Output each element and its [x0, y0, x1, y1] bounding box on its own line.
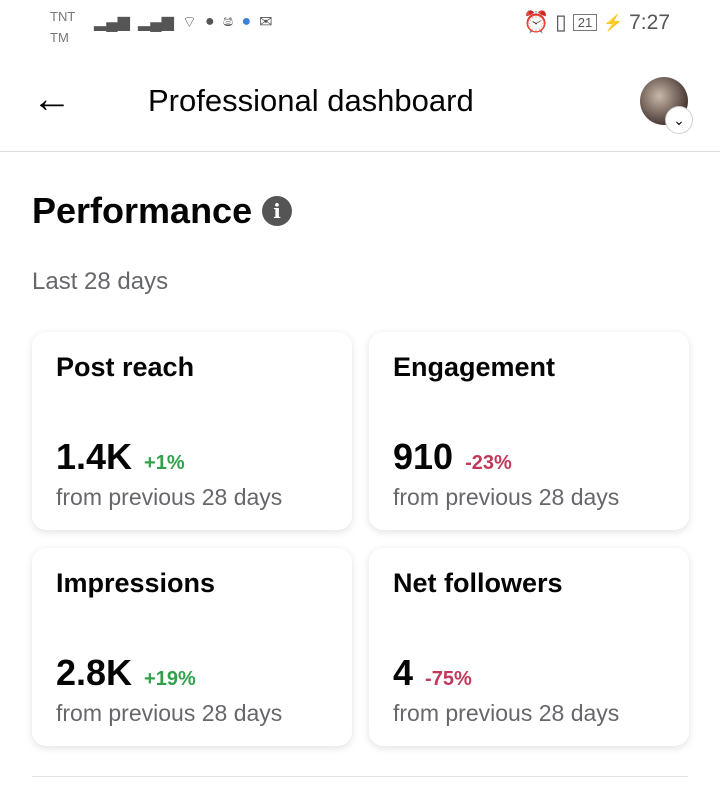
metric-value-row: 2.8K +19%: [56, 652, 196, 694]
metric-subtext: from previous 28 days: [56, 484, 283, 510]
section-title: Performance i: [32, 190, 293, 232]
carrier-labels: TNT TM: [50, 6, 75, 48]
clock: 7:27: [629, 10, 670, 34]
messenger-icon: ●: [204, 13, 215, 30]
notification-icons: ▂▄▆ ▂▄▆ ⌔ ● ෂ ● ✉: [94, 12, 273, 32]
signal-icon: ▂▄▆: [94, 14, 130, 31]
vibrate-icon: ▯: [555, 11, 567, 34]
period-label: Last 28 days: [32, 268, 169, 295]
metric-change: +1%: [144, 452, 185, 474]
metric-change: -75%: [425, 668, 472, 690]
metric-value: 2.8K: [56, 652, 133, 693]
status-bar: TNT TM ▂▄▆ ▂▄▆ ⌔ ● ෂ ● ✉ ⏰ ▯ 21 ⚡ 7:27: [0, 0, 720, 55]
chevron-down-icon[interactable]: ⌄: [666, 107, 692, 133]
back-arrow-icon[interactable]: ←: [32, 77, 72, 121]
metric-card-engagement[interactable]: Engagement 910 -23% from previous 28 days: [369, 332, 689, 530]
battery-indicator: 21: [572, 14, 598, 31]
globe-icon: ●: [241, 13, 252, 30]
metric-subtext: from previous 28 days: [393, 700, 620, 726]
metric-card-post-reach[interactable]: Post reach 1.4K +1% from previous 28 days: [32, 332, 352, 530]
metric-value: 910: [393, 436, 454, 477]
metric-subtext: from previous 28 days: [56, 700, 283, 726]
info-icon[interactable]: i: [262, 196, 293, 226]
metric-value-row: 4 -75%: [393, 652, 472, 694]
metric-value-row: 910 -23%: [393, 436, 512, 478]
metric-label: Engagement: [393, 352, 556, 382]
signal-icon: ▂▄▆: [137, 14, 174, 31]
metric-card-net-followers[interactable]: Net followers 4 -75% from previous 28 day…: [369, 548, 689, 746]
carrier-1: TNT: [50, 9, 76, 24]
metric-card-impressions[interactable]: Impressions 2.8K +19% from previous 28 da…: [32, 548, 352, 746]
mail-icon: ✉: [259, 14, 273, 31]
app-header: ← Professional dashboard ⌄: [0, 55, 720, 152]
page-title: Professional dashboard: [148, 83, 474, 118]
metric-label: Post reach: [56, 352, 195, 382]
metric-value-row: 1.4K +1%: [56, 436, 185, 478]
metric-subtext: from previous 28 days: [393, 484, 620, 510]
system-icons: ⏰ ▯ 21 ⚡ 7:27: [523, 10, 670, 35]
metric-value: 4: [393, 652, 414, 693]
next-section-divider: [32, 776, 688, 796]
carrier-2: TM: [50, 30, 69, 45]
alarm-icon: ⏰: [523, 10, 550, 34]
metric-value: 1.4K: [56, 436, 133, 477]
app-icon: ෂ: [222, 13, 234, 30]
metric-change: -23%: [465, 452, 512, 474]
performance-title: Performance: [32, 190, 253, 231]
metric-label: Net followers: [393, 568, 563, 598]
wifi-icon: ⌔: [181, 14, 197, 31]
metric-label: Impressions: [56, 568, 216, 598]
charging-icon: ⚡: [603, 14, 624, 32]
metric-change: +19%: [144, 668, 196, 690]
